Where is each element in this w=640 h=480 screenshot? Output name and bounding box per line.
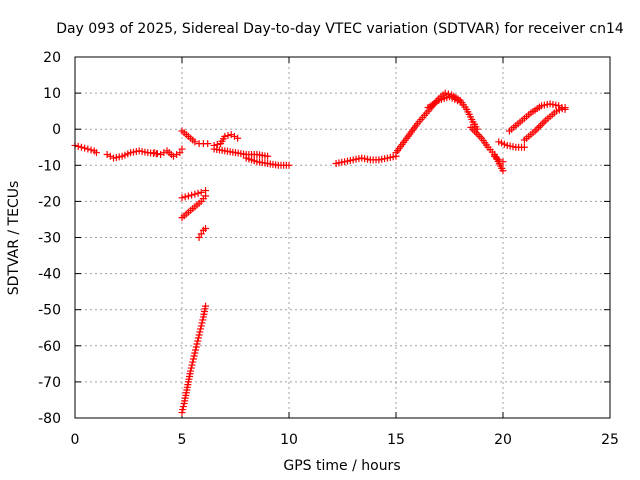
- data-point: [178, 409, 186, 417]
- y-tick-label: -10: [38, 158, 61, 174]
- data-point: [499, 167, 507, 175]
- data-point: [199, 316, 207, 324]
- data-point: [285, 161, 293, 169]
- data-point: [173, 150, 181, 158]
- y-tick-label: -60: [38, 339, 61, 355]
- data-point: [74, 142, 82, 150]
- data-point: [561, 104, 569, 112]
- data-point: [476, 132, 484, 140]
- data-point: [187, 364, 195, 372]
- data-point: [194, 334, 202, 342]
- data-point: [81, 144, 89, 152]
- data-point: [191, 190, 199, 198]
- data-point: [184, 192, 192, 200]
- data-point: [204, 140, 212, 148]
- data-point: [499, 158, 507, 166]
- y-tick-label: 0: [52, 122, 61, 138]
- data-point: [198, 319, 206, 327]
- plot-frame: [74, 56, 611, 419]
- data-points: [71, 89, 569, 417]
- y-tick-label: -20: [38, 194, 61, 210]
- data-point: [472, 129, 480, 137]
- y-tick-label: -40: [38, 267, 61, 283]
- x-tick-label: 15: [387, 432, 405, 448]
- data-point: [474, 131, 482, 139]
- y-tick-label: -70: [38, 375, 61, 391]
- data-point: [103, 150, 111, 158]
- data-point: [191, 138, 199, 146]
- data-point: [191, 349, 199, 357]
- data-point: [195, 331, 203, 339]
- data-point: [192, 343, 200, 351]
- data-point: [538, 120, 546, 128]
- data-point: [196, 328, 204, 336]
- data-point: [456, 98, 464, 106]
- y-tick-label: 20: [43, 50, 61, 66]
- y-tick-label: -50: [38, 303, 61, 319]
- data-point: [179, 403, 187, 411]
- data-point: [150, 149, 158, 157]
- y-tick-label: -30: [38, 231, 61, 247]
- chart-title: Day 093 of 2025, Sidereal Day-to-day VTE…: [56, 21, 624, 37]
- data-point: [234, 134, 242, 142]
- data-point: [84, 145, 92, 153]
- data-point: [194, 337, 202, 345]
- data-point: [194, 189, 202, 197]
- data-point: [176, 149, 184, 157]
- data-point: [92, 149, 100, 157]
- data-point: [106, 152, 114, 160]
- x-tick-label: 5: [178, 432, 187, 448]
- data-point: [188, 191, 196, 199]
- data-point: [533, 125, 541, 133]
- data-point: [187, 367, 195, 375]
- data-point: [181, 193, 189, 201]
- y-axis-label: SDTVAR / TECUs: [6, 181, 22, 296]
- data-point: [264, 152, 272, 160]
- data-point: [190, 352, 198, 360]
- data-point: [189, 358, 197, 366]
- data-point: [197, 322, 205, 330]
- x-tick-label: 0: [71, 432, 80, 448]
- x-axis-label: GPS time / hours: [283, 458, 400, 474]
- x-tick-label: 10: [280, 432, 298, 448]
- data-point: [536, 122, 544, 130]
- data-point: [195, 234, 203, 241]
- data-point: [178, 194, 186, 202]
- data-point: [224, 132, 232, 140]
- data-point: [153, 150, 161, 158]
- data-point: [188, 361, 196, 369]
- data-point: [157, 150, 165, 158]
- data-point: [179, 406, 187, 414]
- y-tick-label: -80: [38, 411, 61, 427]
- data-point: [495, 156, 503, 164]
- data-point: [230, 132, 238, 140]
- data-point: [178, 145, 186, 153]
- data-point: [441, 89, 449, 97]
- data-point: [221, 132, 229, 140]
- data-point: [77, 143, 85, 151]
- data-point: [202, 192, 210, 200]
- data-point: [540, 118, 548, 126]
- data-point: [197, 188, 205, 196]
- x-tick-label: 20: [494, 432, 512, 448]
- data-point: [227, 131, 235, 139]
- data-point: [192, 346, 200, 354]
- data-point: [189, 355, 197, 363]
- data-point: [202, 302, 210, 310]
- data-point: [202, 224, 210, 232]
- y-tick-label: 10: [43, 86, 61, 102]
- data-point: [193, 340, 201, 348]
- data-point: [197, 230, 205, 238]
- grid: [75, 57, 610, 418]
- data-point: [197, 325, 205, 333]
- data-point: [87, 146, 95, 154]
- x-tick-label: 25: [601, 432, 619, 448]
- data-point: [520, 143, 528, 151]
- data-point: [535, 123, 543, 131]
